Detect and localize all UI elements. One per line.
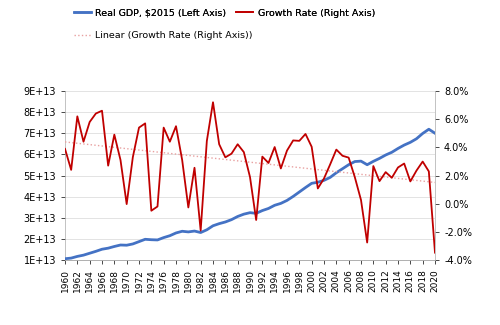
Legend: Real GDP, $2015 (Left Axis), Growth Rate (Right Axis): Real GDP, $2015 (Left Axis), Growth Rate… xyxy=(70,5,378,21)
Legend: Linear (Growth Rate (Right Axis)): Linear (Growth Rate (Right Axis)) xyxy=(70,28,256,44)
